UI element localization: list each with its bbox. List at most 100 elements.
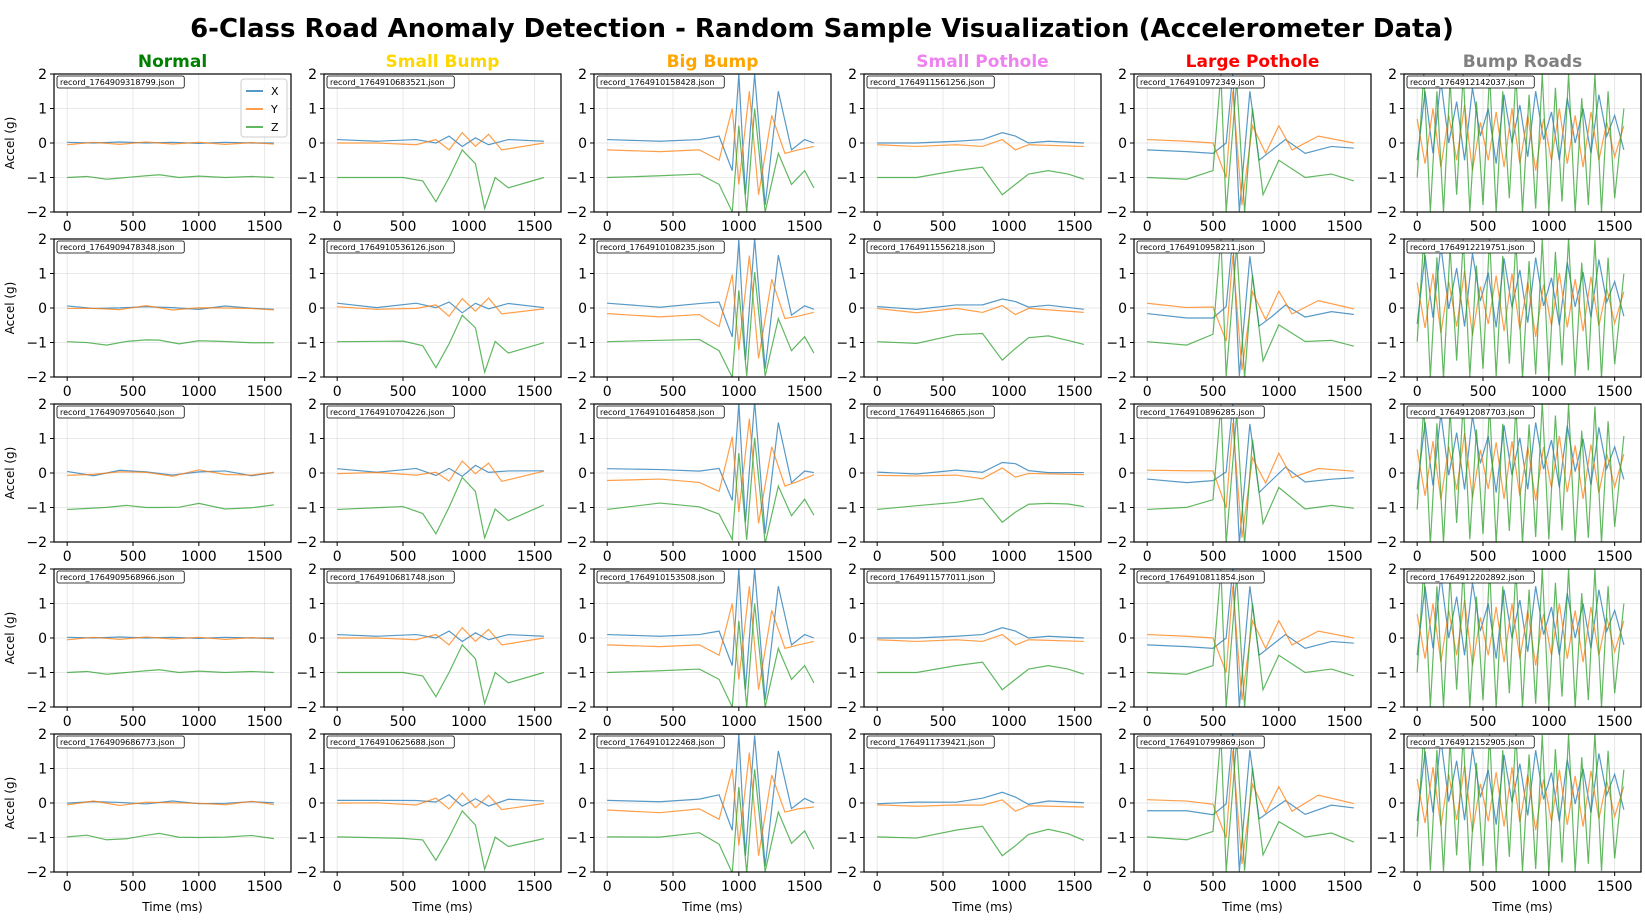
y-tick-label: 2 [848,562,857,578]
x-tick-label: 1000 [991,384,1027,400]
file-label: record_1764910799869.json [1136,735,1265,749]
series-line-z [1147,734,1355,872]
file-label-box [1136,240,1265,254]
file-label-box [596,405,725,419]
y-tick-label: 1 [308,597,317,613]
series-line-x [1147,404,1354,542]
y-tick-label: −1 [26,666,47,682]
file-label-text: record_1764910681748.json [330,573,445,582]
subplot-small_pothole-0: 0 500 1000 1500 2 1 0 −1 −2 record_1764911561256.… [836,67,1102,235]
x-tick-label: 0 [1413,879,1422,895]
x-tick-label: 500 [1200,219,1227,235]
file-label-text: record_1764910122468.json [600,738,715,747]
y-tick-label: 0 [1118,466,1127,482]
y-tick-label: −2 [26,370,47,386]
series-line-z [877,497,1084,524]
y-tick-label: −1 [566,666,587,682]
y-tick-label: −2 [566,205,587,221]
x-tick-label: 1500 [247,549,283,565]
x-tick-label: 0 [1143,714,1152,730]
x-tick-label: 1500 [787,384,823,400]
y-tick-label: −1 [1376,336,1397,352]
file-label-box [56,240,185,254]
file-label-box [1406,405,1535,419]
x-tick-label: 0 [873,879,882,895]
y-tick-label: 2 [1118,397,1127,413]
y-tick-label: 2 [308,727,317,743]
x-tick-label: 0 [63,384,72,400]
y-tick-label: −2 [836,370,857,386]
y-tick-label: 1 [578,762,587,778]
file-label: record_1764911561256.json [866,75,995,89]
x-tick-label: 0 [63,714,72,730]
x-tick-label: 0 [603,219,612,235]
y-tick-label: 2 [38,232,47,248]
x-tick-label: 500 [660,219,687,235]
file-label-box [326,240,455,254]
legend: XYZ [240,78,288,138]
file-label-box [1136,405,1265,419]
x-tick-label: 0 [333,219,342,235]
y-tick-label: 0 [1388,466,1397,482]
y-tick-label: −2 [836,700,857,716]
subplot-big_bump-0: 0 500 1000 1500 2 1 0 −1 −2 record_1764910158428.… [566,67,832,235]
y-tick-label: 1 [848,597,857,613]
file-label: record_1764912219751.json [1406,240,1535,254]
y-tick-label: 2 [308,397,317,413]
x-tick-label: 1000 [181,714,217,730]
x-tick-label: 0 [1143,219,1152,235]
x-tick-label: 1500 [1327,384,1363,400]
file-label-text: record_1764910683521.json [330,78,445,87]
x-tick-label: 1000 [721,714,757,730]
y-tick-label: 2 [308,232,317,248]
x-tick-label: 1000 [721,384,757,400]
file-label-box [596,75,725,89]
x-tick-label: 1000 [991,219,1027,235]
series-line-z [1147,74,1355,212]
file-label-text: record_1764911646865.json [870,408,985,417]
x-tick-label: 1000 [1261,384,1297,400]
file-label: record_1764911739421.json [866,735,995,749]
series-line-z [337,314,545,375]
x-tick-label: 0 [873,549,882,565]
y-tick-label: 2 [1118,727,1127,743]
series-line-z [67,339,274,346]
series-line-z [337,643,545,706]
x-tick-label: 1500 [517,714,553,730]
y-tick-label: 2 [308,562,317,578]
x-tick-label: 1500 [1597,714,1633,730]
file-label-text: record_1764910958211.json [1140,243,1255,252]
x-tick-label: 1500 [517,549,553,565]
file-label: record_1764910122468.json [596,735,725,749]
x-tick-label: 1000 [181,879,217,895]
file-label: record_1764912142037.json [1406,75,1535,89]
file-label-text: record_1764910536126.json [330,243,445,252]
figure-title: 6-Class Road Anomaly Detection - Random … [190,14,1454,44]
x-tick-label: 1000 [451,879,487,895]
x-tick-label: 1000 [451,714,487,730]
x-tick-label: 0 [63,879,72,895]
series-line-y [877,138,1084,151]
x-tick-label: 1500 [1597,384,1633,400]
y-tick-label: 2 [848,67,857,83]
column-title: Small Bump [386,52,500,72]
y-tick-label: −1 [566,831,587,847]
series-line-z [67,174,274,180]
subplot-normal-4: 0 500 1000 1500 2 1 0 −1 −2 record_1764909686773.… [3,727,292,914]
file-label-box [1406,240,1535,254]
file-label-text: record_1764910625688.json [330,738,445,747]
x-tick-label: 500 [930,879,957,895]
x-tick-label: 1500 [517,219,553,235]
y-tick-label: −2 [26,700,47,716]
file-label: record_1764909568966.json [56,570,185,584]
series-line-x [337,135,544,148]
y-tick-label: 1 [308,102,317,118]
y-tick-label: 0 [308,466,317,482]
y-tick-label: 2 [848,397,857,413]
x-tick-label: 1000 [991,714,1027,730]
subplot-big_bump-1: 0 500 1000 1500 2 1 0 −1 −2 record_1764910108235.… [566,232,832,400]
file-label-text: record_1764910108235.json [600,243,715,252]
y-tick-label: −2 [1376,865,1397,881]
series-line-x [607,239,815,369]
